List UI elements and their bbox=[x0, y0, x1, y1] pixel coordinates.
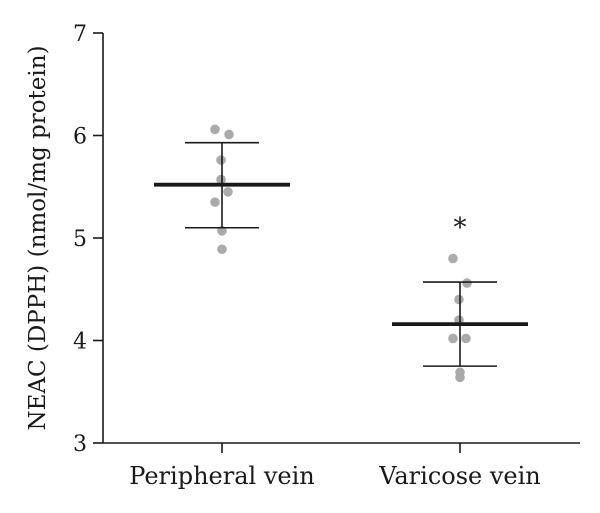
significance-mark: * bbox=[454, 213, 467, 243]
group-varicose-vein: * bbox=[392, 213, 528, 383]
data-point bbox=[216, 174, 226, 185]
data-point bbox=[210, 124, 220, 135]
data-point bbox=[210, 197, 220, 207]
data-point bbox=[462, 278, 472, 288]
data-point bbox=[224, 129, 234, 140]
data-point bbox=[454, 294, 464, 305]
data-point bbox=[448, 253, 458, 264]
data-point bbox=[461, 333, 471, 344]
y-tick-label: 5 bbox=[73, 227, 87, 252]
data-point bbox=[217, 244, 227, 255]
y-tick-label: 4 bbox=[73, 330, 87, 355]
y-tick-label: 7 bbox=[73, 22, 87, 47]
data-point bbox=[455, 372, 465, 383]
y-tick-label: 3 bbox=[73, 432, 87, 457]
data-point bbox=[223, 187, 233, 197]
data-point bbox=[216, 155, 226, 165]
x-tick-label: Varicose vein bbox=[378, 462, 541, 490]
x-tick-label: Peripheral vein bbox=[129, 462, 314, 490]
group-peripheral-vein bbox=[154, 124, 290, 255]
y-tick-label: 6 bbox=[73, 125, 87, 150]
data-point bbox=[448, 333, 458, 344]
axes: 3 4 5 6 7 Peripheral vein Varicose vein bbox=[73, 22, 580, 490]
y-axis-title: NEAC (DPPH) (nmol/mg protein) bbox=[25, 45, 51, 430]
chart-marks: * bbox=[154, 124, 528, 383]
